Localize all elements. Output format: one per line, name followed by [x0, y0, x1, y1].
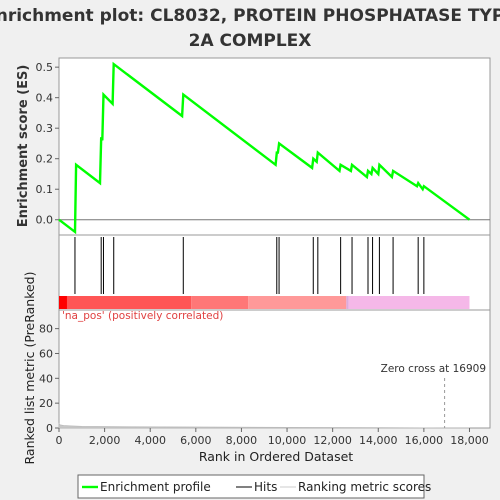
es-y-tick-label: 0.2 — [36, 153, 54, 166]
es-y-tick-label: 0.5 — [36, 61, 54, 74]
es-y-tick-label: 0.3 — [36, 122, 54, 135]
color-bar-segment — [66, 296, 192, 309]
ranking-metric-area — [58, 422, 470, 429]
es-y-ticks: 0.0 0.1 0.2 0.3 0.4 0.5 — [36, 61, 59, 227]
x-tick-label: 8,000 — [226, 434, 258, 447]
x-tick-label: 14,000 — [359, 434, 398, 447]
legend-label-hits: Hits — [254, 480, 277, 494]
metric-y-tick-label: 60 — [39, 347, 53, 360]
x-tick-label: 10,000 — [268, 434, 307, 447]
x-axis-label: Rank in Ordered Dataset — [199, 449, 353, 464]
legend-label-metric: Ranking metric scores — [298, 480, 431, 494]
color-bar-segment — [248, 296, 347, 309]
enrichment-profile-line — [58, 61, 471, 235]
es-plot-area — [58, 57, 491, 236]
annotation-positive: 'na_pos' (positively correlated) — [62, 310, 223, 322]
x-tick-label: 0 — [56, 434, 63, 447]
es-y-tick-label: 0.1 — [36, 183, 54, 196]
x-axis-ticks: 0 2,000 4,000 6,000 8,000 10,000 12,000 14,000 1… — [56, 428, 489, 447]
es-y-tick-label: 0.4 — [36, 92, 54, 105]
metric-y-tick-label: 40 — [39, 372, 53, 385]
hits-marks — [74, 237, 425, 294]
annotation-zero-cross: Zero cross at 16909 — [381, 363, 486, 375]
x-tick-label: 16,000 — [405, 434, 444, 447]
metric-plot-area — [58, 309, 491, 429]
metric-y-axis-label: Ranked list metric (PreRanked) — [22, 272, 37, 465]
es-y-tick-label: 0.0 — [36, 214, 54, 227]
x-tick-label: 2,000 — [89, 434, 121, 447]
metric-y-tick-label: 0 — [46, 422, 53, 435]
color-bar-segment — [191, 296, 249, 309]
metric-y-tick-label: 80 — [39, 323, 53, 336]
metric-y-ticks: 0 20 40 60 80 — [39, 323, 59, 435]
x-tick-label: 18,000 — [450, 434, 489, 447]
metric-y-tick-label: 20 — [39, 397, 53, 410]
legend-label-enrichment: Enrichment profile — [100, 480, 211, 494]
x-tick-label: 6,000 — [180, 434, 212, 447]
chart-title-line2: 2A COMPLEX — [189, 31, 312, 51]
chart-title-line1: Enrichment plot: CL8032, PROTEIN PHOSPHA… — [0, 6, 500, 26]
color-bar-segment — [346, 296, 349, 309]
color-bar-segment — [348, 296, 470, 309]
x-tick-label: 4,000 — [134, 434, 166, 447]
color-bar-segment — [59, 296, 67, 309]
rank-color-bar — [59, 296, 470, 309]
es-y-axis-label: Enrichment score (ES) — [16, 65, 31, 228]
x-tick-label: 12,000 — [313, 434, 352, 447]
